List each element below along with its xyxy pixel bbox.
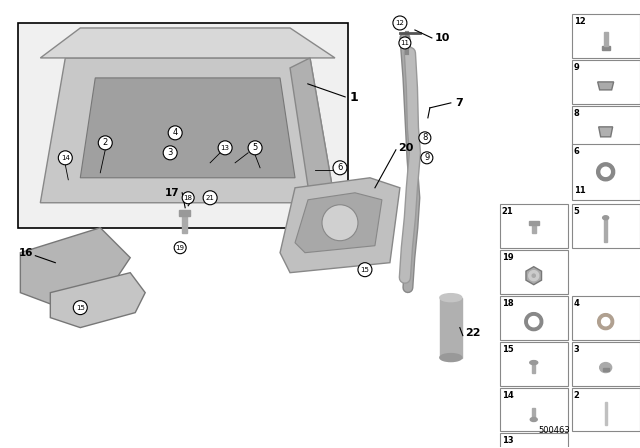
Bar bbox=[604, 218, 607, 242]
Bar bbox=[179, 210, 190, 216]
Text: 9: 9 bbox=[573, 63, 579, 72]
FancyBboxPatch shape bbox=[500, 341, 568, 386]
Text: 500463: 500463 bbox=[539, 426, 571, 435]
Polygon shape bbox=[20, 228, 130, 308]
Bar bbox=[529, 221, 539, 225]
Bar bbox=[532, 408, 535, 419]
Text: 21: 21 bbox=[205, 195, 214, 201]
Circle shape bbox=[399, 37, 411, 49]
Text: 13: 13 bbox=[221, 145, 230, 151]
Text: 5: 5 bbox=[573, 207, 580, 216]
Text: 20: 20 bbox=[398, 143, 413, 153]
Text: 3: 3 bbox=[573, 345, 579, 353]
FancyBboxPatch shape bbox=[572, 388, 639, 431]
Ellipse shape bbox=[603, 216, 609, 220]
FancyBboxPatch shape bbox=[572, 14, 639, 58]
Circle shape bbox=[99, 136, 112, 150]
Text: 14: 14 bbox=[61, 155, 70, 161]
Text: 7: 7 bbox=[455, 98, 463, 108]
Text: 19: 19 bbox=[502, 253, 513, 262]
Text: 5: 5 bbox=[252, 143, 258, 152]
Circle shape bbox=[358, 263, 372, 277]
Polygon shape bbox=[51, 273, 145, 327]
Polygon shape bbox=[598, 127, 612, 137]
Text: 12: 12 bbox=[396, 20, 404, 26]
Circle shape bbox=[168, 126, 182, 140]
Bar bbox=[532, 223, 536, 233]
Text: 11: 11 bbox=[401, 40, 410, 46]
Ellipse shape bbox=[530, 361, 538, 365]
Text: 2: 2 bbox=[573, 391, 580, 400]
Text: 8: 8 bbox=[422, 134, 428, 142]
Bar bbox=[605, 401, 607, 426]
Bar bbox=[182, 213, 187, 233]
Text: 3: 3 bbox=[168, 148, 173, 157]
Circle shape bbox=[419, 132, 431, 144]
Text: 17: 17 bbox=[165, 188, 180, 198]
Bar bbox=[602, 46, 610, 50]
Ellipse shape bbox=[531, 418, 537, 422]
Text: 10: 10 bbox=[435, 33, 450, 43]
Text: 12: 12 bbox=[573, 17, 586, 26]
Text: 18: 18 bbox=[502, 299, 513, 308]
Circle shape bbox=[322, 205, 358, 241]
Polygon shape bbox=[295, 193, 382, 253]
FancyBboxPatch shape bbox=[572, 296, 639, 340]
Circle shape bbox=[333, 161, 347, 175]
Ellipse shape bbox=[440, 293, 462, 302]
Text: 2: 2 bbox=[102, 138, 108, 147]
Circle shape bbox=[203, 191, 217, 205]
FancyBboxPatch shape bbox=[572, 204, 639, 248]
Polygon shape bbox=[40, 28, 335, 58]
Circle shape bbox=[174, 242, 186, 254]
Circle shape bbox=[421, 152, 433, 164]
Bar bbox=[440, 297, 462, 358]
Text: 4: 4 bbox=[173, 128, 178, 138]
Circle shape bbox=[163, 146, 177, 160]
FancyBboxPatch shape bbox=[500, 296, 568, 340]
Polygon shape bbox=[290, 58, 335, 203]
FancyBboxPatch shape bbox=[572, 106, 639, 150]
Bar bbox=[603, 367, 609, 370]
Text: 18: 18 bbox=[184, 195, 193, 201]
FancyBboxPatch shape bbox=[500, 250, 568, 293]
Text: 11: 11 bbox=[573, 186, 586, 195]
Bar bbox=[604, 32, 607, 46]
Circle shape bbox=[248, 141, 262, 155]
Text: 1: 1 bbox=[350, 91, 358, 104]
Text: 4: 4 bbox=[573, 299, 580, 308]
FancyBboxPatch shape bbox=[572, 144, 639, 200]
Ellipse shape bbox=[600, 362, 612, 373]
Polygon shape bbox=[280, 178, 400, 273]
Text: 6: 6 bbox=[337, 164, 342, 172]
FancyBboxPatch shape bbox=[500, 204, 568, 248]
Text: 21: 21 bbox=[502, 207, 513, 216]
Polygon shape bbox=[80, 78, 295, 178]
Text: 16: 16 bbox=[19, 248, 33, 258]
FancyBboxPatch shape bbox=[500, 388, 568, 431]
FancyBboxPatch shape bbox=[572, 341, 639, 386]
Text: 22: 22 bbox=[465, 327, 481, 338]
Ellipse shape bbox=[440, 353, 462, 362]
FancyBboxPatch shape bbox=[19, 23, 348, 228]
Text: 15: 15 bbox=[502, 345, 513, 353]
FancyBboxPatch shape bbox=[572, 60, 639, 104]
Bar bbox=[532, 362, 535, 373]
Text: 6: 6 bbox=[573, 147, 580, 156]
Text: 19: 19 bbox=[175, 245, 185, 251]
Circle shape bbox=[58, 151, 72, 165]
Circle shape bbox=[393, 16, 407, 30]
Text: 8: 8 bbox=[573, 109, 579, 118]
Text: 15: 15 bbox=[360, 267, 369, 273]
Text: 15: 15 bbox=[76, 305, 84, 310]
Polygon shape bbox=[598, 82, 614, 90]
Text: 9: 9 bbox=[424, 153, 429, 162]
Text: 14: 14 bbox=[502, 391, 513, 400]
FancyBboxPatch shape bbox=[500, 434, 568, 448]
Circle shape bbox=[182, 192, 194, 204]
Circle shape bbox=[74, 301, 87, 314]
Circle shape bbox=[218, 141, 232, 155]
Polygon shape bbox=[40, 58, 335, 203]
Text: 13: 13 bbox=[502, 436, 513, 445]
